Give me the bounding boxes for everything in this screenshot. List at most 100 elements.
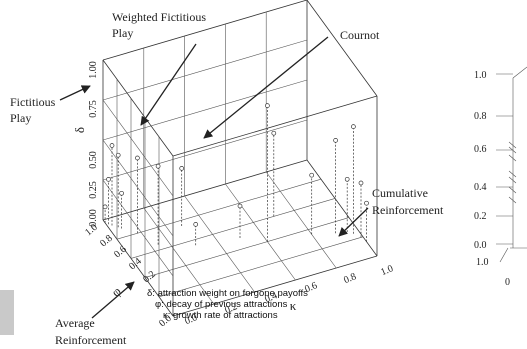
- gridline-back-wall: [102, 79, 308, 141]
- kappa-tick: 1.0: [379, 263, 395, 278]
- annotation-average-reinforcement: Reinforcement: [55, 333, 127, 347]
- kappa-tick-labels: 0.0 0.2 0.4 0.6 0.8 1.0: [183, 263, 395, 327]
- gridline-floor: [143, 207, 215, 305]
- arrow-fictitious-play: [59, 85, 91, 101]
- gridline-floor: [130, 198, 336, 259]
- delta-tick: 0.25: [88, 181, 99, 199]
- kappa-tick: 0.4: [263, 290, 279, 305]
- data-point: [309, 172, 315, 178]
- annotation-fictitious-play: Play: [10, 111, 31, 125]
- plot2d-hatch: [508, 176, 517, 184]
- gridline-side-wall: [102, 99, 174, 197]
- delta-tick-labels: 0.00 0.25 0.50 0.75 1.00: [88, 61, 99, 227]
- annotations: Weighted Fictitious Play Cournot Fictiti…: [10, 10, 444, 347]
- phi-tick: 0.8: [98, 233, 115, 249]
- kappa-tick: 0.2: [223, 301, 239, 316]
- delta-tick: 1.00: [88, 61, 99, 79]
- box-edge: [102, 0, 308, 61]
- annotation-cumulative-reinforcement: Cumulative: [372, 186, 428, 200]
- gridline-floor: [265, 171, 337, 269]
- phi-tick: 0.4: [127, 256, 144, 272]
- legend: δ: attraction weight on forgone payoffs …: [147, 288, 308, 321]
- box-edge: [306, 0, 378, 97]
- data-point: [102, 204, 108, 210]
- data-point: [351, 124, 356, 129]
- kappa-axis-label: κ: [290, 298, 297, 313]
- annotation-cumulative-reinforcement: Reinforcement: [372, 203, 444, 217]
- margin-tab: [0, 290, 14, 335]
- delta-tick: 0.00: [88, 209, 99, 227]
- annotation-weighted-fictitious-play: Weighted Fictitious: [112, 10, 206, 24]
- plot-2d-frame: [496, 66, 527, 263]
- box-edge: [306, 159, 378, 257]
- arrow-weighted-fictitious-play: [140, 43, 197, 126]
- kappa-tick: 0.0: [183, 312, 199, 327]
- delta-tick: 0.50: [88, 151, 99, 169]
- kappa-tick: 0.8: [342, 271, 358, 286]
- phi-tick: 0.6: [112, 244, 129, 260]
- box-edge: [102, 159, 308, 221]
- gridline-floor: [184, 195, 255, 293]
- plot-3d-grid: [102, 12, 364, 305]
- annotation-average-reinforcement: Average: [55, 316, 95, 330]
- legend-delta: δ: attraction weight on forgone payoffs: [147, 288, 308, 299]
- plot-3d-box: [102, 0, 378, 317]
- plot2d-y-tick: 0.8: [474, 111, 487, 122]
- arrow-cournot: [203, 36, 329, 139]
- plot2d-hatch: [508, 141, 517, 149]
- arrow-average-reinforcement: [91, 281, 135, 319]
- annotation-fictitious-play: Fictitious: [10, 95, 56, 109]
- gridline-floor: [116, 178, 322, 240]
- plot2d-y-tick: 0.0: [474, 240, 487, 251]
- data-point: [115, 152, 121, 158]
- plot2d-hatch: [508, 186, 517, 194]
- plot2d-hatch: [508, 170, 517, 178]
- box-edge: [172, 95, 378, 157]
- phi-tick: 0.2: [141, 269, 158, 285]
- annotation-weighted-fictitious-play: Play: [112, 26, 133, 40]
- data-point: [135, 155, 140, 161]
- data-point: [271, 130, 277, 136]
- data-point: [119, 190, 124, 196]
- kappa-tick: 0.6: [303, 280, 319, 295]
- data-point: [364, 200, 369, 206]
- plot-2d: 1.0 0.8 0.6 0.4 0.2 0.0 1.0 0: [474, 66, 527, 288]
- plot-3d-droplines: [104, 105, 367, 246]
- delta-axis-label: δ: [72, 127, 87, 133]
- box-edge: [172, 255, 378, 317]
- data-point: [109, 143, 115, 148]
- box-edge: [102, 219, 174, 317]
- plot2d-axis: [499, 247, 509, 263]
- plot2d-x-tick: 0: [505, 277, 510, 288]
- plot2d-y-tick: 0.2: [474, 211, 487, 222]
- gridline-floor: [144, 217, 350, 278]
- data-point: [358, 180, 364, 186]
- data-point: [333, 138, 338, 143]
- plot2d-axis: [512, 66, 527, 79]
- data-point: [155, 163, 161, 169]
- gridline-floor: [158, 236, 364, 298]
- gridline-back-wall: [102, 39, 308, 101]
- arrow-cumulative-reinforcement: [338, 207, 369, 237]
- data-point: [237, 203, 243, 209]
- annotation-cournot: Cournot: [340, 28, 380, 42]
- gridline-side-wall: [102, 139, 174, 237]
- plot2d-hatch: [508, 196, 517, 204]
- data-point: [179, 166, 185, 171]
- gridline-floor: [225, 183, 296, 281]
- gridline-side-wall: [102, 179, 174, 277]
- plot-2d-y-ticks: 1.0 0.8 0.6 0.4 0.2 0.0: [474, 70, 487, 251]
- plot2d-y-tick: 0.6: [474, 144, 487, 155]
- data-point: [344, 176, 350, 182]
- plot2d-x-tick: 1.0: [476, 257, 489, 268]
- plot-3d: 0.00 0.25 0.50 0.75 1.00 δ 1.0 0.8 0.6 0…: [72, 0, 395, 329]
- plot2d-hatch: [508, 146, 517, 154]
- legend-phi: φ: decay of previous attractions: [155, 299, 288, 310]
- plot-3d-points: [102, 103, 369, 227]
- legend-kappa: κ: growth rate of attractions: [163, 310, 278, 321]
- data-point: [106, 177, 111, 182]
- box-edge: [102, 59, 174, 157]
- delta-tick: 0.75: [88, 100, 99, 118]
- plot2d-y-tick: 0.4: [474, 182, 487, 193]
